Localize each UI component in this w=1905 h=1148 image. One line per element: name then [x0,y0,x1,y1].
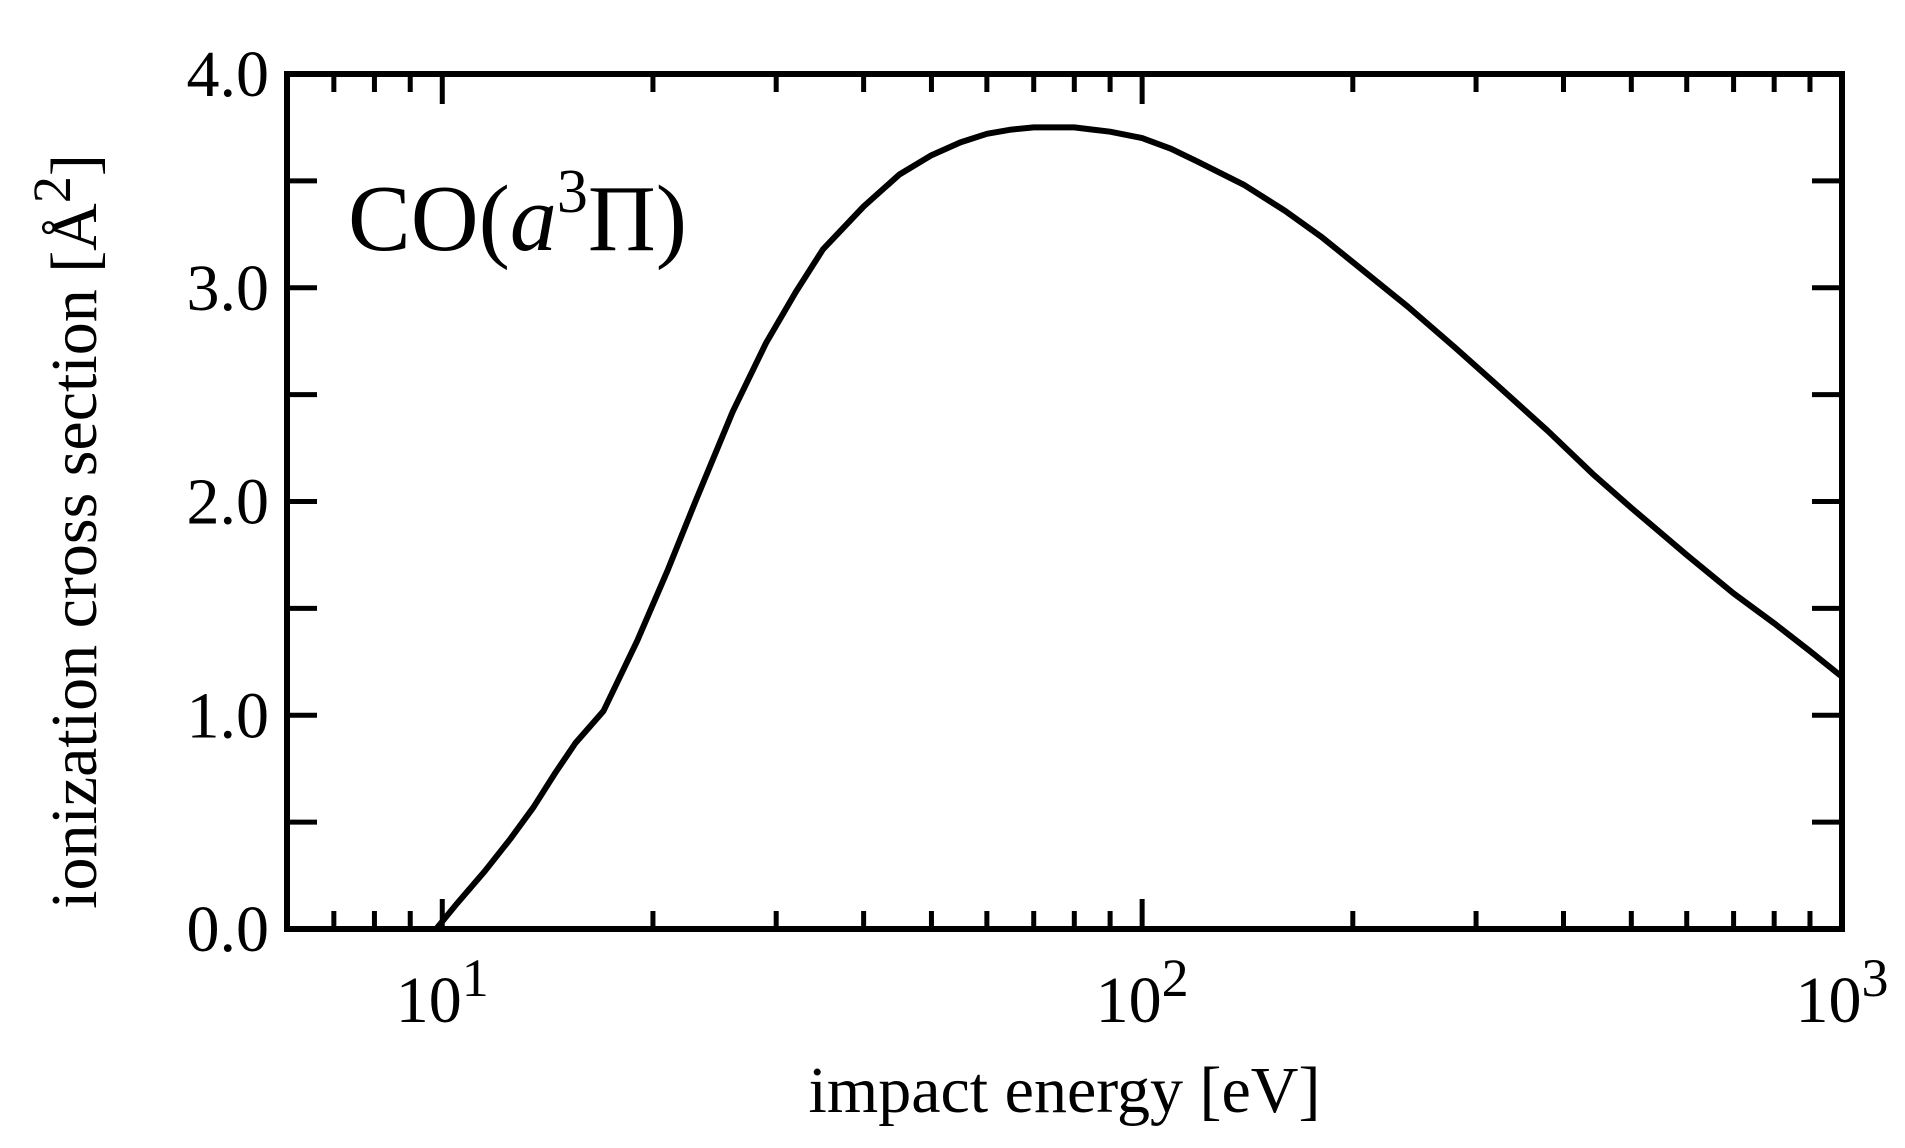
x-tick-label-base: 10 [1796,964,1862,1037]
x-tick-label-exp: 3 [1862,948,1889,1008]
y-tick-label: 3.0 [187,252,270,325]
y-axis-title-sup: 2 [22,176,82,203]
y-tick-labels: 0.0 1.0 2.0 3.0 4.0 [187,38,270,966]
x-tick-label-exp: 1 [462,948,489,1008]
x-tick-label-base: 10 [396,964,462,1037]
y-tick-label: 1.0 [187,679,270,752]
annotation-sup: 3 [557,158,588,226]
annotation-suffix: ) [656,167,687,271]
y-tick-label: 4.0 [187,38,270,111]
y-axis-title-close: ] [38,154,111,176]
x-tick-label: 103 [1796,948,1889,1037]
x-tick-label: 102 [1096,948,1189,1037]
x-axis-title: impact energy [eV] [809,1054,1321,1127]
y-tick-label: 2.0 [187,466,270,539]
annotation-greek: Π [588,167,656,271]
annotation-label: CO(a3Π) [348,158,687,271]
annotation-prefix: CO( [348,167,510,271]
series-layer [433,124,1845,932]
series-line [433,124,1845,932]
y-axis-title-main: ionization cross section [Å [38,203,111,909]
x-tick-labels: 101 102 103 [396,948,1889,1037]
plot-frame [284,71,1845,932]
x-tick-label: 101 [396,948,489,1037]
x-tick-label-base: 10 [1096,964,1162,1037]
annotation-var: a [510,167,557,271]
y-tick-label: 0.0 [187,893,270,966]
y-axis-title: ionization cross section [Å2] [22,154,111,909]
x-tick-label-exp: 2 [1162,948,1189,1008]
